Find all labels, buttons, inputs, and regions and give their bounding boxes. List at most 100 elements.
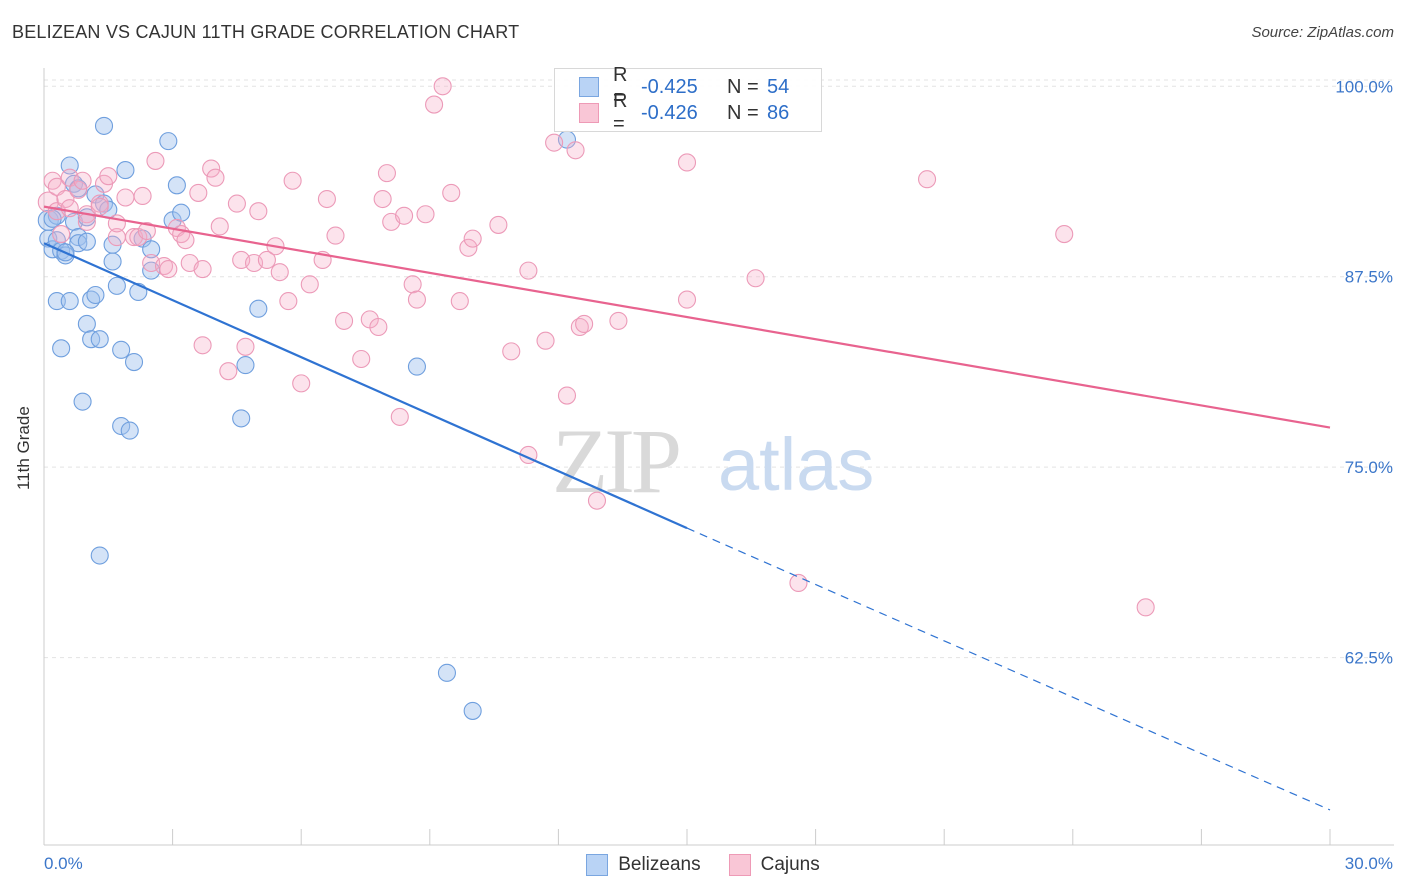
belizean-point [407, 357, 426, 376]
cajun-point [407, 290, 426, 309]
cajun-point [566, 141, 585, 160]
cajun-point [236, 337, 255, 356]
cajun-point [746, 269, 765, 288]
cajun-point [159, 260, 178, 279]
belizean-point [107, 276, 126, 295]
cajun-point [433, 77, 452, 96]
legend-row-belizeans: R = -0.425 N = 54 [579, 64, 790, 109]
cajun-point [326, 226, 345, 245]
belizeans-legend-swatch [586, 854, 609, 876]
cajun-point [279, 292, 298, 311]
series-legend: Belizeans Cajuns [0, 852, 1406, 878]
belizean-point [69, 228, 88, 247]
belizeans-points [37, 116, 577, 720]
belizean-point [112, 416, 131, 436]
stats-legend: R = -0.425 N = 54 R = -0.426 N = 86 [554, 64, 822, 135]
cajun-point [609, 311, 628, 330]
cajun-point [146, 151, 165, 170]
belizean-point [167, 176, 186, 195]
belizean-point [90, 330, 109, 349]
source-note: Source: ZipAtlas.com [1251, 24, 1394, 41]
cajun-point [202, 159, 221, 178]
watermark: ZIP atlas [552, 410, 874, 512]
cajun-point [56, 189, 75, 209]
belizean-point [159, 132, 178, 151]
cajun-point [300, 275, 319, 294]
cajun-point [90, 197, 109, 216]
cajun-point [210, 217, 229, 236]
legend-row-cajuns: R = -0.426 N = 86 [579, 90, 790, 135]
belizean-point [60, 292, 79, 311]
y-tick-label: 87.5% [1345, 268, 1393, 287]
cajun-point [587, 491, 607, 510]
cajuns-points [37, 77, 1155, 617]
cajun-point [137, 221, 156, 241]
cajuns-swatch [579, 103, 599, 123]
belizean-point [437, 663, 456, 682]
n-label: N = [727, 75, 759, 98]
belizean-point [90, 546, 109, 565]
y-tick-label: 100.0% [1335, 77, 1393, 96]
y-tick-label: 75.0% [1345, 458, 1393, 477]
belizean-point [124, 352, 144, 372]
cajuns-r-value: -0.426 [641, 101, 698, 124]
cajun-point [219, 362, 238, 381]
belizean-point [236, 356, 255, 375]
cajun-point [390, 407, 409, 426]
y-axis-label: 11th Grade [14, 406, 33, 490]
n-label: N = [727, 101, 759, 124]
cajun-point [99, 167, 118, 186]
cajun-point [459, 238, 478, 257]
belizeans-legend-label: Belizeans [618, 854, 701, 875]
belizean-point [142, 240, 161, 259]
legend-item-belizeans[interactable]: Belizeans [586, 854, 701, 876]
cajun-point [369, 317, 388, 337]
cajun-point [403, 275, 422, 294]
legend-item-cajuns[interactable]: Cajuns [728, 854, 820, 876]
cajun-point [519, 261, 538, 280]
cajun-point [502, 342, 521, 361]
belizean-point [47, 292, 66, 311]
cajun-point [1136, 598, 1155, 617]
belizean-point [77, 314, 96, 334]
watermark-zip: ZIP [552, 410, 679, 512]
cajun-point [377, 164, 396, 183]
cajun-point [352, 349, 371, 369]
cajun-point [270, 263, 289, 282]
cajuns-legend-swatch [728, 854, 751, 876]
cajun-point [463, 229, 482, 248]
cajun-point [395, 206, 414, 225]
cajun-point [450, 292, 469, 311]
cajun-point [489, 215, 508, 234]
y-tick-label: 62.5% [1345, 649, 1393, 668]
belizean-point [86, 285, 105, 305]
r-label: R = [613, 64, 628, 109]
belizean-point [232, 409, 251, 428]
cajun-point [206, 168, 225, 187]
cajuns-trend-line [43, 205, 1331, 429]
cajun-point [193, 336, 212, 355]
cajun-point [189, 183, 208, 202]
cajun-point [257, 250, 276, 270]
belizean-point [116, 161, 135, 180]
cajuns-n-value: 86 [767, 101, 790, 124]
cajun-point [317, 189, 336, 209]
belizean-point [112, 340, 131, 359]
chart-title: BELIZEAN VS CAJUN 11TH GRADE CORRELATION… [12, 22, 520, 42]
cajun-point [425, 95, 444, 114]
trend-lines [43, 205, 1331, 811]
cajun-point [557, 386, 577, 405]
belizeans-trend-extension [686, 527, 1331, 811]
belizeans-swatch [579, 77, 599, 97]
cajun-point [789, 573, 808, 593]
belizeans-r-value: -0.425 [641, 75, 698, 98]
tick-labels: 100.0% 87.5% 75.0% 62.5% 0.0% 30.0% [44, 77, 1393, 873]
cajun-point [227, 194, 246, 213]
cajun-point [133, 186, 152, 206]
cajun-point [442, 183, 461, 202]
cajun-point [249, 202, 268, 221]
r-label: R = [613, 90, 628, 135]
axes [43, 68, 1394, 846]
belizeans-trend-line [43, 242, 688, 530]
belizeans-n-value: 54 [767, 75, 790, 98]
